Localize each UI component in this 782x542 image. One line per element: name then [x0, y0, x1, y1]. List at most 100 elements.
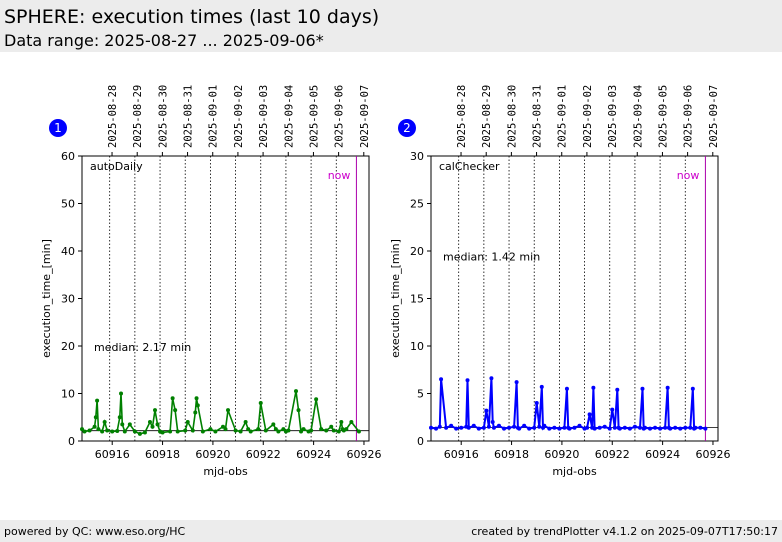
chart1-data-point — [137, 431, 142, 436]
chart1-data-point — [349, 420, 354, 424]
chart2-data-point — [658, 426, 663, 431]
chart1-data-point — [276, 429, 281, 434]
chart2-data-point — [678, 426, 683, 431]
chart1-ytick-label: 60 — [61, 150, 75, 163]
chart1-date-label: 2025-09-06 — [334, 85, 346, 148]
chart2-data-point — [429, 425, 433, 430]
chart1-data-point — [309, 428, 314, 433]
chart2-plot-frame — [430, 155, 719, 442]
chart1-data-point — [105, 428, 110, 433]
chart1-data-point — [208, 427, 213, 432]
chart1-data-point — [120, 422, 125, 427]
chart1-data-point — [248, 429, 253, 434]
chart1-now-label: now — [328, 169, 351, 182]
chart1-data-point — [110, 429, 115, 434]
chart2-data-point — [562, 425, 567, 430]
chart1-data-point — [200, 429, 205, 434]
footer-version: created by trendPlotter v4.1.2 on 2025-0… — [471, 525, 778, 538]
chart1-data-point — [258, 401, 263, 405]
chart2-data-point — [567, 426, 572, 431]
chart2-data-point — [597, 425, 602, 430]
chart2-data-point — [439, 377, 444, 382]
chart2-date-label: 2025-09-01 — [557, 85, 569, 148]
chart2-data-point — [610, 407, 615, 412]
chart1-data-point — [93, 415, 98, 420]
chart2-data-point — [537, 424, 542, 429]
chart1-data-point — [331, 428, 336, 433]
chart2-badge — [398, 119, 416, 137]
chart1-xaxis-label: mjd-obs — [203, 465, 248, 478]
chart1-date-label: 2025-09-07 — [359, 85, 371, 148]
chart2-series-line — [430, 378, 706, 431]
chart2-xtick-label: 60918 — [494, 448, 529, 461]
chart1-data-point — [175, 429, 180, 434]
chart2-data-point — [514, 380, 519, 385]
chart2-data-point — [542, 423, 547, 428]
chart1-ytick-label: 30 — [61, 293, 75, 306]
chart1-badge — [49, 119, 67, 137]
chart1-data-point — [92, 424, 97, 429]
chart1-data-point — [339, 420, 344, 424]
chart2-data-point — [642, 425, 647, 430]
chart2-xaxis-label: mjd-obs — [552, 465, 597, 478]
chart2-xtick-label: 60920 — [544, 448, 579, 461]
chart2-data-point — [466, 425, 471, 430]
chart1-data-point — [256, 427, 261, 432]
chart1-ytick-label: 10 — [61, 388, 75, 401]
chart2-data-point — [637, 425, 642, 430]
chart1-ytick-label: 50 — [61, 198, 75, 211]
chart2-ytick-label: 0 — [417, 435, 424, 448]
chart1-data-point — [132, 429, 137, 434]
chart2-data-point — [486, 424, 491, 429]
chart2-data-point — [673, 425, 678, 430]
chart2-date-label: 2025-09-07 — [708, 85, 720, 148]
chart1-data-point — [115, 429, 120, 434]
chart1-data-point — [356, 429, 361, 434]
chart2-data-point — [552, 425, 557, 430]
chart2-data-point — [665, 385, 670, 390]
chart1-median-text: median: 2.17 min — [94, 341, 191, 354]
page-subtitle: Data range: 2025-08-27 ... 2025-09-06* — [4, 31, 324, 50]
chart2-data-point — [587, 412, 592, 417]
chart2-data-point — [476, 426, 481, 431]
chart2-ytick-label: 25 — [410, 198, 424, 211]
chart1-data-point — [127, 422, 132, 427]
chart1-data-point — [147, 420, 152, 424]
chart2-xtick-label: 60926 — [695, 448, 730, 461]
chart2-data-point — [539, 384, 544, 389]
chart1-data-point — [82, 429, 87, 434]
chart2-data-point — [693, 425, 698, 430]
chart1-data-point — [183, 428, 188, 433]
chart1-data-point — [95, 398, 100, 403]
chart1-data-point — [246, 427, 251, 432]
chart2-data-point — [532, 425, 537, 430]
chart2-data-point — [512, 424, 517, 429]
chart1-data-point — [168, 429, 173, 434]
chart1-data-point — [233, 428, 238, 433]
chart2-panel-label: calChecker — [439, 160, 500, 173]
chart2-data-point — [534, 401, 539, 405]
chart2-data-point — [690, 386, 695, 391]
chart2-data-point — [527, 426, 532, 431]
chart2-data-point — [459, 425, 464, 430]
page-title: SPHERE: execution times (last 10 days) — [4, 6, 380, 28]
chart1-data-point — [314, 397, 319, 402]
chart2-date-label: 2025-08-30 — [506, 85, 518, 148]
chart1-xtick-label: 60920 — [195, 448, 230, 461]
chart1-date-label: 2025-08-29 — [132, 85, 144, 148]
chart2-data-point — [683, 425, 688, 430]
chart2-data-point — [653, 425, 658, 430]
chart1-data-point — [226, 408, 231, 413]
chart1-data-point — [296, 408, 301, 413]
chart1-date-label: 2025-08-28 — [107, 85, 119, 148]
chart1-data-point — [223, 427, 228, 432]
chart2-data-point — [688, 425, 693, 430]
chart2-ytick-label: 30 — [410, 150, 424, 163]
chart1-xtick-label: 60916 — [95, 448, 130, 461]
chart2-data-point — [640, 386, 645, 391]
chart1-data-point — [96, 427, 101, 432]
chart2-data-point — [434, 426, 439, 431]
footer-credit: powered by QC: www.eso.org/HC — [4, 525, 186, 538]
